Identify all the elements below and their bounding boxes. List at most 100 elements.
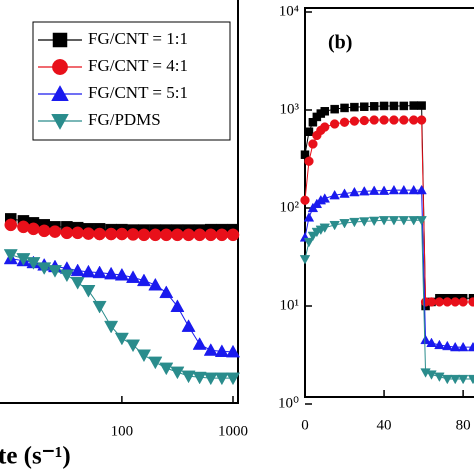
marker — [114, 332, 129, 346]
marker — [93, 227, 106, 241]
marker — [137, 228, 151, 242]
marker — [409, 101, 418, 110]
marker — [181, 370, 196, 384]
y-tick-label: 10⁰ — [278, 395, 299, 411]
marker — [388, 184, 400, 195]
marker — [369, 102, 379, 111]
marker — [47, 265, 63, 278]
marker — [26, 257, 41, 270]
marker — [181, 319, 196, 332]
marker — [434, 339, 445, 350]
marker — [349, 186, 360, 197]
marker — [214, 344, 229, 357]
y-tick-label: 10⁴ — [279, 3, 299, 19]
marker — [467, 341, 474, 352]
marker — [339, 219, 350, 229]
marker — [203, 343, 218, 356]
marker — [27, 222, 40, 236]
marker — [226, 228, 240, 242]
marker — [225, 372, 241, 386]
y-tick-label: 10¹ — [280, 297, 300, 313]
marker — [159, 285, 174, 299]
marker — [329, 220, 340, 231]
marker — [4, 218, 18, 232]
marker — [350, 102, 359, 112]
marker — [115, 227, 129, 241]
marker — [389, 115, 399, 125]
marker — [408, 184, 419, 195]
marker — [159, 228, 173, 242]
marker — [81, 285, 96, 298]
marker — [349, 217, 360, 228]
marker — [59, 269, 74, 283]
marker — [192, 337, 207, 350]
marker — [399, 101, 409, 111]
marker — [114, 267, 129, 281]
marker — [193, 228, 206, 242]
marker — [442, 340, 453, 351]
marker — [339, 117, 350, 127]
marker — [126, 228, 140, 241]
marker — [457, 341, 469, 352]
marker — [319, 193, 330, 203]
x-axis-label: te (s⁻¹) — [0, 443, 71, 470]
marker — [416, 115, 427, 125]
marker — [148, 277, 163, 291]
marker — [170, 299, 185, 312]
marker — [308, 139, 318, 149]
y-tick-label: 10³ — [280, 101, 300, 117]
marker — [389, 101, 399, 111]
marker — [299, 255, 311, 265]
marker — [126, 270, 141, 283]
marker — [303, 237, 315, 248]
marker — [170, 366, 185, 380]
y-tick-label: 10² — [280, 199, 300, 215]
marker — [300, 150, 310, 159]
marker — [104, 266, 119, 280]
marker — [51, 85, 69, 101]
marker — [359, 115, 369, 126]
marker — [136, 349, 151, 363]
x-tick-label: 80 — [456, 417, 471, 433]
marker — [359, 185, 370, 196]
marker — [159, 362, 174, 376]
marker — [442, 374, 453, 385]
marker — [148, 356, 163, 370]
marker — [204, 228, 218, 242]
marker — [320, 122, 330, 132]
marker — [214, 372, 229, 386]
marker — [3, 249, 18, 262]
marker — [368, 185, 380, 195]
marker — [416, 184, 427, 195]
marker — [81, 264, 96, 278]
marker — [300, 195, 310, 205]
marker — [104, 227, 118, 241]
marker — [203, 372, 218, 386]
marker — [426, 337, 437, 348]
marker — [434, 372, 445, 382]
marker — [388, 216, 400, 226]
plot-frame — [0, 0, 239, 404]
series-line — [304, 189, 473, 348]
marker — [467, 374, 474, 385]
marker — [378, 185, 390, 195]
marker — [468, 297, 474, 307]
x-tick-label: 1000 — [218, 423, 248, 439]
marker — [215, 228, 229, 242]
marker — [70, 277, 85, 290]
legend-label: FG/CNT = 5:1 — [88, 83, 188, 102]
marker — [82, 227, 95, 240]
legend-label: FG/CNT = 4:1 — [88, 56, 188, 75]
plot-frame — [304, 7, 474, 398]
marker — [420, 334, 431, 345]
marker — [379, 115, 389, 125]
marker — [52, 32, 68, 48]
marker — [104, 320, 119, 334]
marker — [339, 188, 350, 198]
marker — [37, 262, 52, 275]
marker — [349, 116, 360, 126]
x-tick-label: 0 — [301, 417, 309, 433]
marker — [171, 228, 184, 242]
marker — [136, 273, 151, 287]
